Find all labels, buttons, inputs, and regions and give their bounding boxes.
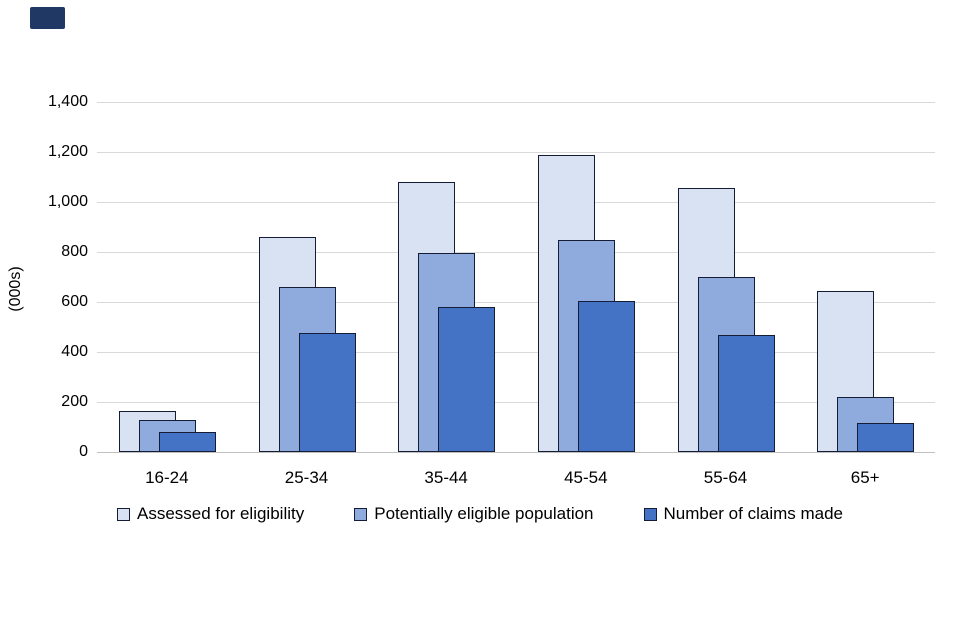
bar-number-of-claims-made-16-24	[158, 432, 216, 452]
x-axis-label: 25-34	[284, 468, 329, 487]
y-tick-label: 1,000	[47, 193, 88, 210]
y-axis-label: (000s)	[7, 266, 24, 312]
y-tick-label: 0	[79, 443, 88, 460]
y-tick-label: 1,200	[47, 143, 88, 160]
legend-item-potentially-eligible-population: Potentially eligible population	[354, 504, 594, 524]
y-tick-label: 600	[61, 293, 88, 310]
x-axis-label: 45-54	[564, 468, 608, 487]
bar-number-of-claims-made-55-64	[717, 334, 775, 452]
gridline	[97, 202, 935, 203]
gridline	[97, 102, 935, 103]
bar-number-of-claims-made-35-44	[438, 307, 496, 452]
bar-number-of-claims-made-25-34	[298, 333, 356, 452]
legend-swatch-icon	[354, 507, 368, 521]
x-axis-label: 65+	[850, 468, 880, 487]
gridline	[97, 352, 935, 353]
x-axis-line	[97, 452, 935, 453]
legend-swatch-icon	[116, 507, 130, 521]
legend-item-assessed-for-eligibility: Assessed for eligibility	[116, 504, 305, 524]
gridline	[97, 302, 935, 303]
x-axis-label: 16-24	[145, 468, 189, 487]
y-tick-label: 400	[61, 343, 88, 360]
corner-artifact-rectangle	[30, 7, 65, 29]
bar-number-of-claims-made-65-	[857, 423, 915, 452]
legend-swatch-icon	[643, 507, 657, 521]
legend-item-number-of-claims-made: Number of claims made	[643, 504, 844, 524]
gridline	[97, 252, 935, 253]
legend: Assessed for eligibility Potentially elig…	[0, 504, 960, 524]
legend-label: Potentially eligible population	[374, 504, 594, 523]
gridline	[97, 402, 935, 403]
legend-label: Number of claims made	[663, 504, 844, 523]
x-axis-label: 35-44	[424, 468, 468, 487]
y-tick-label: 1,400	[47, 93, 88, 110]
legend-label: Assessed for eligibility	[136, 504, 305, 523]
y-tick-label: 800	[61, 243, 88, 260]
bar-number-of-claims-made-45-54	[577, 300, 635, 452]
y-tick-label: 200	[61, 393, 88, 410]
x-axis-label: 55-64	[703, 468, 748, 487]
gridline	[97, 152, 935, 153]
